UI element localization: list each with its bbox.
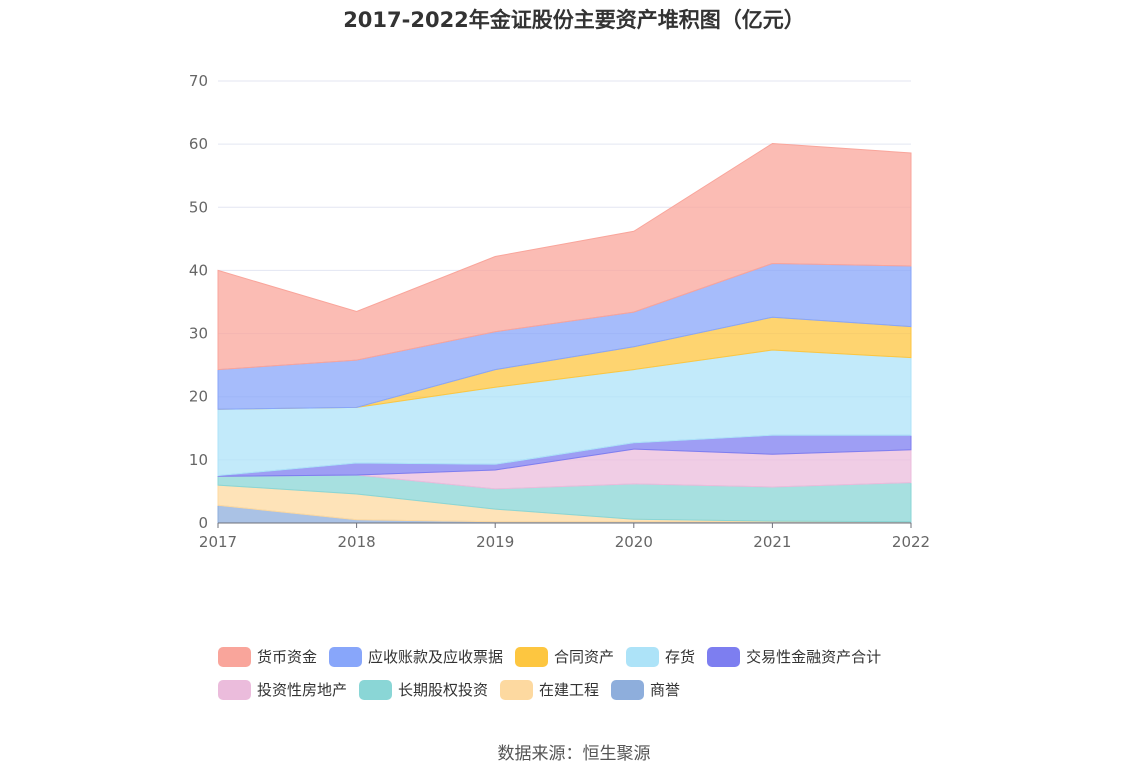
y-tick-label: 50: [189, 198, 208, 216]
x-tick-label: 2022: [892, 533, 930, 551]
legend-label: 合同资产: [554, 648, 615, 666]
axes: 0 10 20 30 40 50 60 70 2017 2018 2019 2020 2021 2022: [189, 72, 930, 551]
y-tick-label: 70: [189, 72, 208, 90]
y-tick-label: 0: [198, 514, 208, 532]
legend-label: 投资性房地产: [257, 681, 348, 699]
y-tick-label: 30: [189, 325, 208, 343]
legend-item[interactable]: 交易性金融资产合计: [707, 646, 881, 667]
legend-item[interactable]: 存货: [626, 646, 695, 667]
x-tick-label: 2020: [615, 533, 653, 551]
y-tick-label: 10: [189, 451, 208, 469]
legend-swatch: [359, 679, 393, 700]
legend-item[interactable]: 货币资金: [218, 646, 317, 667]
y-tick-label: 40: [189, 261, 208, 279]
legend-swatch: [329, 646, 363, 667]
legend: 货币资金 应收账款及应收票据 合同资产 存货 交易性金融资产合计 投资性房地产 长期股权投…: [218, 640, 958, 706]
area-货币资金: [217, 142, 912, 371]
legend-swatch: [611, 679, 645, 700]
y-tick-label: 20: [189, 388, 208, 406]
legend-item[interactable]: 合同资产: [515, 646, 614, 667]
y-tick-label: 60: [189, 135, 208, 153]
legend-label: 商誉: [650, 681, 681, 699]
legend-label: 货币资金: [257, 648, 318, 666]
legend-item[interactable]: 商誉: [611, 679, 680, 700]
legend-swatch: [218, 646, 251, 667]
x-tick-label: 2017: [199, 533, 237, 551]
legend-item[interactable]: 长期股权投资: [359, 679, 488, 700]
legend-swatch: [500, 679, 534, 700]
legend-swatch: [707, 646, 741, 667]
legend-item[interactable]: 投资性房地产: [218, 679, 347, 700]
legend-row: 货币资金 应收账款及应收票据 合同资产 存货 交易性金融资产合计: [218, 640, 958, 673]
legend-item[interactable]: 在建工程: [500, 679, 599, 700]
legend-swatch: [626, 646, 660, 667]
chart-title: 2017-2022年金证股份主要资产堆积图（亿元）: [343, 8, 805, 32]
legend-swatch: [515, 646, 549, 667]
area-series: [217, 142, 912, 524]
legend-label: 应收账款及应收票据: [368, 648, 504, 666]
legend-label: 交易性金融资产合计: [746, 648, 882, 666]
legend-swatch: [218, 679, 251, 700]
legend-row: 投资性房地产 长期股权投资 在建工程 商誉: [218, 673, 958, 706]
data-source: 数据来源：恒生聚源: [497, 744, 651, 764]
legend-item[interactable]: 应收账款及应收票据: [329, 646, 503, 667]
x-tick-label: 2019: [476, 533, 514, 551]
x-tick-label: 2021: [753, 533, 791, 551]
x-tick-label: 2018: [338, 533, 376, 551]
legend-label: 长期股权投资: [398, 681, 489, 699]
legend-label: 在建工程: [539, 681, 600, 699]
legend-label: 存货: [665, 648, 696, 666]
